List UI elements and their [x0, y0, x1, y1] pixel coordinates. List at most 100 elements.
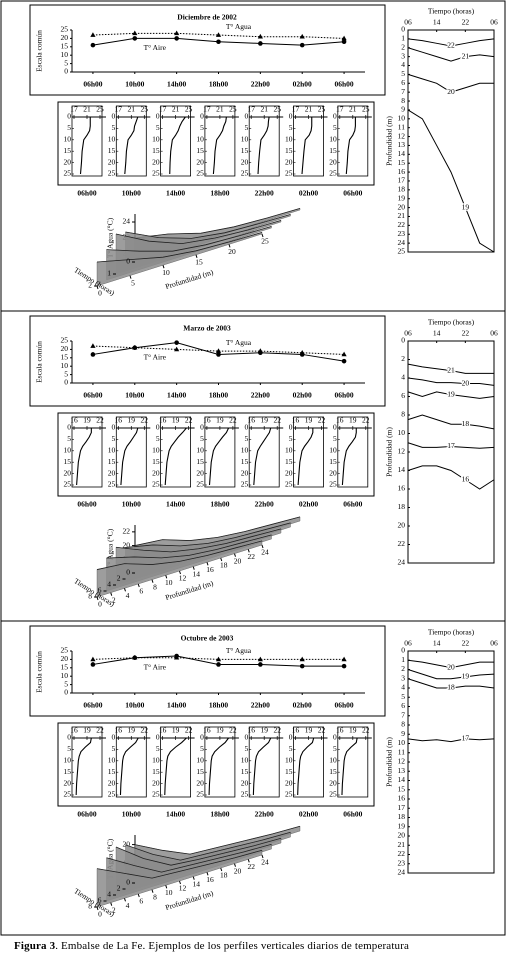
x-tick-label: 14 — [433, 639, 441, 648]
isotherm — [407, 738, 495, 743]
x-tick-label: 21 — [216, 105, 224, 114]
y-tick-label: 10 — [329, 756, 337, 765]
x-tick-label: 18h00 — [209, 80, 228, 89]
y-tick-label: 15 — [61, 353, 69, 362]
y-tick-label: 20 — [196, 778, 204, 787]
isotherm — [407, 414, 495, 430]
x-tick — [206, 872, 209, 876]
x-tick-label: 19 — [260, 726, 268, 735]
y-tick-label: 19 — [398, 193, 406, 202]
figure-border — [0, 0, 506, 936]
contour-title: Tiempo (horas) — [428, 7, 475, 16]
y-tick-label: 10 — [152, 446, 160, 455]
y-tick-label: 10 — [108, 135, 116, 144]
y-tick-label: 25 — [108, 169, 116, 178]
profile-label: 02h00 — [299, 500, 318, 509]
x-tick-label: 22 — [318, 416, 326, 425]
point-marker — [341, 35, 347, 41]
surface-row — [115, 220, 282, 245]
x-tick-label: 14 — [193, 569, 201, 578]
y-tick-label: 0 — [401, 25, 405, 34]
y-tick-label: 15 — [241, 146, 249, 155]
x-tick-label: 17 — [292, 105, 300, 114]
x-tick-label: 10 — [165, 578, 173, 587]
x-tick-label: 10 — [162, 268, 170, 277]
isotherm — [407, 659, 494, 669]
t-tick-label: 8 — [88, 592, 92, 601]
point-marker — [257, 656, 263, 662]
y-tick-label: 0 — [333, 733, 337, 742]
profile-label: 10h00 — [122, 810, 141, 819]
x-tick-label: 22 — [229, 726, 237, 735]
y-tick-label: 17 — [398, 803, 406, 812]
t-tick-label: 2 — [117, 884, 121, 893]
y-tick-label: 24 — [398, 558, 406, 567]
y-tick-label: 0 — [112, 423, 116, 432]
x-tick-label: 0 — [98, 289, 102, 298]
y-tick-label: 5 — [244, 744, 248, 753]
x-tick-label: 22 — [141, 726, 149, 735]
y-tick-label: 11 — [398, 122, 405, 131]
contour-frame — [407, 29, 495, 253]
y-tick-label: 13 — [398, 140, 406, 149]
x-tick-label: 20 — [234, 866, 242, 875]
x-tick — [261, 233, 264, 238]
y-tick-label: 15 — [108, 767, 116, 776]
profile-line — [212, 116, 227, 175]
profile-label: 14h00 — [166, 500, 185, 509]
y-tick-label: 15 — [108, 457, 116, 466]
profile-line — [164, 427, 187, 486]
y-tick-label: 4 — [401, 373, 405, 382]
y-tick-label: 3 — [401, 673, 405, 682]
profiles-frame — [57, 722, 375, 807]
y-tick-label: 1 — [401, 34, 405, 43]
isotherm-label: 22 — [447, 41, 455, 50]
isotherm — [407, 73, 494, 93]
surface-row — [96, 540, 263, 570]
isotherm-label: 19 — [462, 202, 470, 211]
x-tick-label: 25 — [185, 105, 193, 114]
t-tick-label: 2 — [117, 574, 121, 583]
x-tick-label: 19 — [349, 416, 357, 425]
profile-line — [297, 737, 315, 796]
x-tick — [137, 583, 140, 588]
y-tick-label: 10 — [108, 756, 116, 765]
profile-line — [208, 737, 230, 796]
x-tick — [192, 566, 195, 570]
x-tick-label: 16 — [115, 726, 123, 735]
y-tick-label: 16 — [398, 484, 406, 493]
x-tick — [247, 859, 250, 863]
profile-frame — [293, 105, 324, 177]
x-tick — [96, 906, 99, 911]
x-tick-label: 06h00 — [334, 391, 353, 400]
y-tick-label: 15 — [196, 457, 204, 466]
x-tick — [151, 889, 154, 893]
y-tick-label: 14 — [398, 465, 406, 474]
y-tick-label: 0 — [112, 112, 116, 121]
y-tick-label: 5 — [67, 434, 71, 443]
x-tick — [124, 588, 126, 592]
x-tick-label: 18h00 — [209, 701, 228, 710]
x-tick-label: 19 — [172, 726, 180, 735]
y-tick-label: 15 — [398, 158, 406, 167]
isotherm — [407, 678, 495, 689]
y-axis-label: Profundidad (m) — [385, 116, 394, 166]
y-tick-label: 25 — [152, 790, 160, 799]
y-tick-label: 23 — [398, 858, 406, 867]
y-tick-label: 20 — [196, 468, 204, 477]
profile-frame — [71, 416, 103, 488]
y-tick-label: 20 — [285, 778, 293, 787]
x-tick-label: 14h00 — [167, 391, 186, 400]
y-tick-label: 25 — [152, 169, 160, 178]
x-tick-label: 4 — [126, 901, 130, 910]
x-tick-label: 16 — [206, 565, 214, 574]
profile-frame — [115, 726, 147, 798]
isotherm — [407, 363, 494, 374]
y-tick-label: 25 — [398, 247, 406, 256]
y-tick-label: 25 — [61, 646, 69, 655]
y-tick-label: 18 — [398, 502, 406, 511]
y-axis-label: Escala común — [35, 651, 44, 693]
x-tick-label: 19 — [83, 416, 91, 425]
y-tick-label: 0 — [289, 733, 293, 742]
x-tick — [165, 885, 168, 889]
